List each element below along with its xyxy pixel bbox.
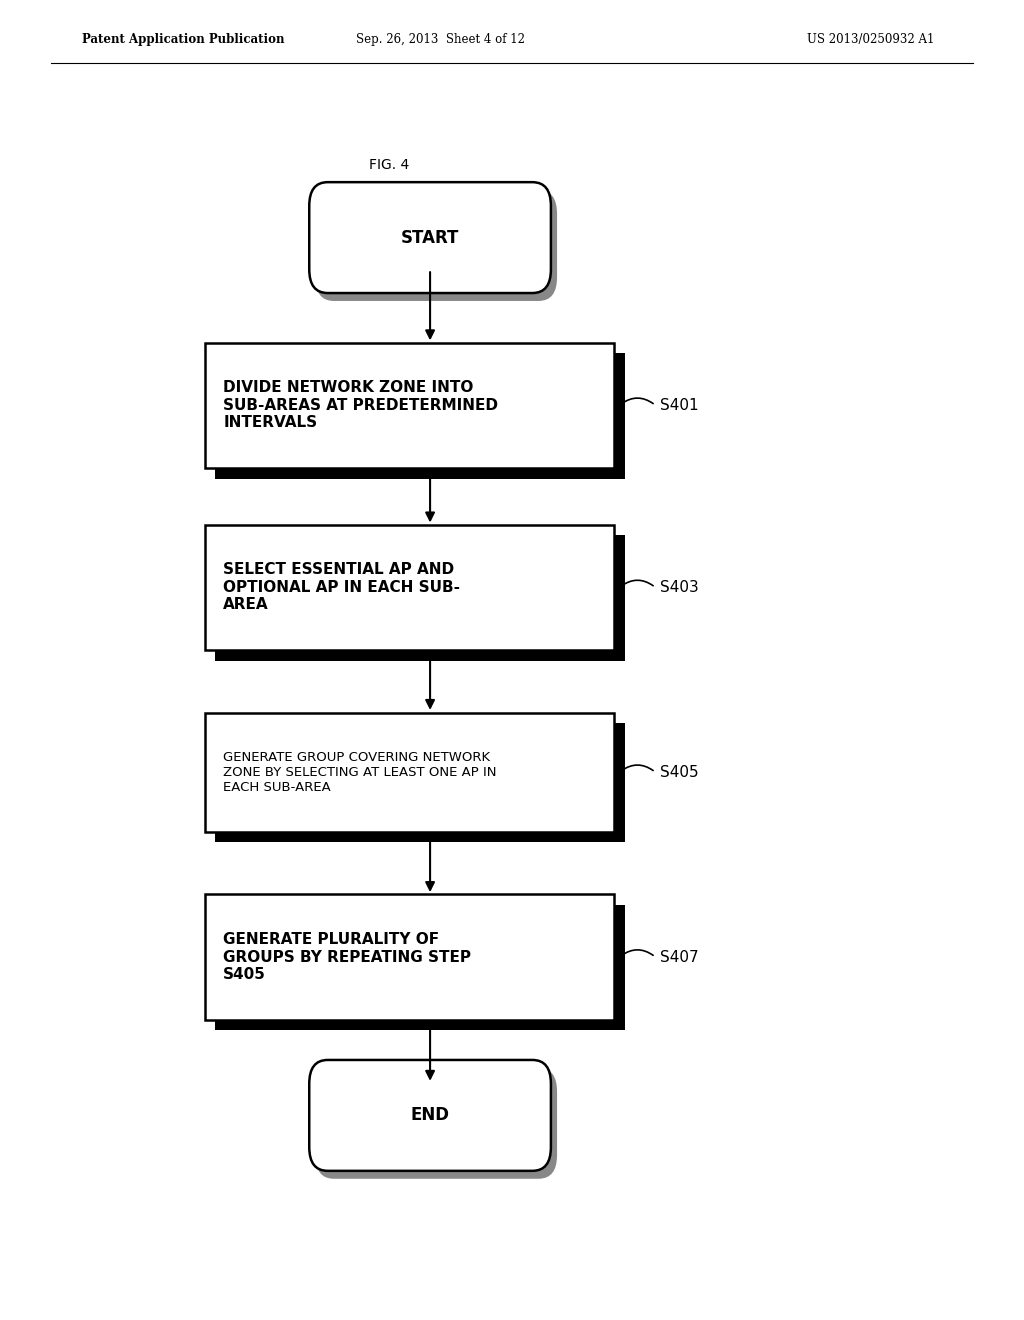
Bar	[205, 713, 614, 832]
Text: END: END	[411, 1106, 450, 1125]
Text: S407: S407	[660, 949, 699, 965]
Bar	[205, 343, 614, 469]
Text: GENERATE PLURALITY OF
GROUPS BY REPEATING STEP
S405: GENERATE PLURALITY OF GROUPS BY REPEATIN…	[223, 932, 471, 982]
Text: S401: S401	[660, 397, 699, 413]
Text: Patent Application Publication: Patent Application Publication	[82, 33, 285, 46]
Bar	[215, 354, 625, 479]
Text: DIVIDE NETWORK ZONE INTO
SUB-AREAS AT PREDETERMINED
INTERVALS: DIVIDE NETWORK ZONE INTO SUB-AREAS AT PR…	[223, 380, 499, 430]
Bar	[215, 723, 625, 842]
Text: US 2013/0250932 A1: US 2013/0250932 A1	[807, 33, 934, 46]
Bar	[205, 895, 614, 1019]
FancyBboxPatch shape	[309, 182, 551, 293]
Text: SELECT ESSENTIAL AP AND
OPTIONAL AP IN EACH SUB-
AREA: SELECT ESSENTIAL AP AND OPTIONAL AP IN E…	[223, 562, 460, 612]
FancyBboxPatch shape	[309, 1060, 551, 1171]
Text: Sep. 26, 2013  Sheet 4 of 12: Sep. 26, 2013 Sheet 4 of 12	[355, 33, 525, 46]
Bar	[205, 524, 614, 649]
Text: FIG. 4: FIG. 4	[369, 158, 410, 172]
FancyBboxPatch shape	[315, 190, 557, 301]
Bar	[215, 906, 625, 1030]
Text: S405: S405	[660, 764, 699, 780]
FancyBboxPatch shape	[315, 1068, 557, 1179]
Text: S403: S403	[660, 579, 699, 595]
Text: START: START	[400, 228, 460, 247]
Bar	[215, 536, 625, 660]
Text: GENERATE GROUP COVERING NETWORK
ZONE BY SELECTING AT LEAST ONE AP IN
EACH SUB-AR: GENERATE GROUP COVERING NETWORK ZONE BY …	[223, 751, 497, 793]
